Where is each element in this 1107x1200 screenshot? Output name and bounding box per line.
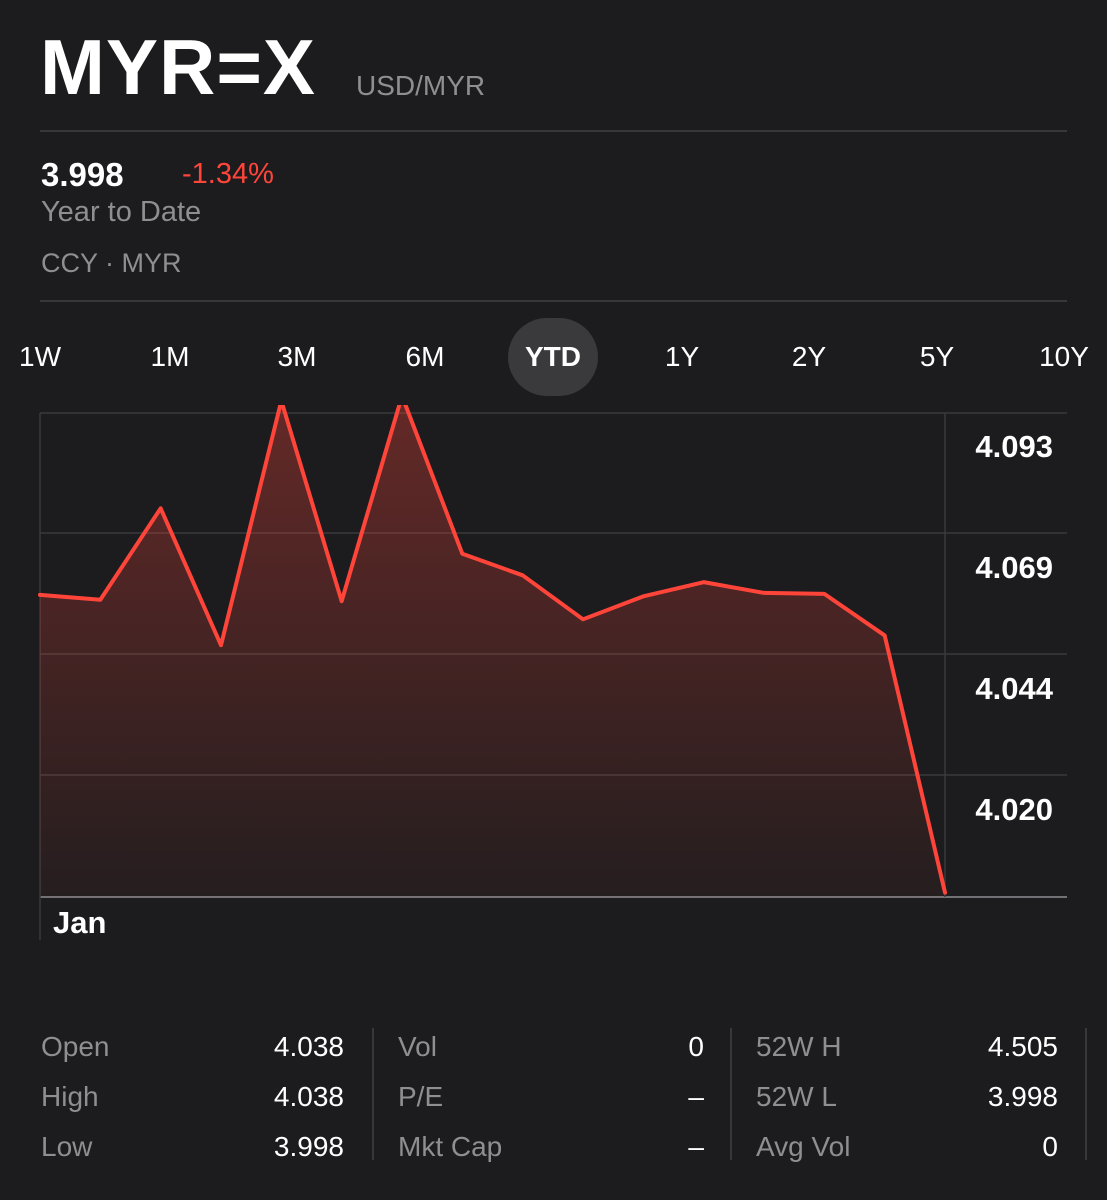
stat-value: 4.038 (273, 1081, 344, 1112)
stat-pe: P/E – (376, 1072, 716, 1122)
stat-vol: Vol 0 (376, 1022, 716, 1072)
y-tick-label: 4.093 (975, 429, 1053, 464)
tab-3m[interactable]: 3M (277, 341, 317, 372)
ticker-symbol: MYR=X (40, 23, 316, 111)
stat-low: Low 3.998 (0, 1122, 360, 1172)
tab-10y[interactable]: 10Y (1039, 341, 1089, 372)
price-chart[interactable]: 4.093 4.069 4.044 4.020 Jan (0, 405, 1107, 950)
tab-5y[interactable]: 5Y (919, 341, 955, 372)
stat-value: – (688, 1131, 704, 1162)
range-tabs: 1W 1M 3M 6M YTD 1Y 2Y 5Y 10Y (0, 318, 1107, 398)
stats-divider (1085, 1028, 1087, 1160)
tab-1y[interactable]: 1Y (664, 341, 700, 372)
currency-info: CCY · MYR (41, 248, 182, 278)
stat-label: Mkt Cap (398, 1131, 503, 1162)
y-tick-label: 4.069 (975, 550, 1053, 585)
stat-label: Open (41, 1031, 110, 1062)
stat-value: 4.505 (987, 1031, 1058, 1062)
price-area (40, 405, 945, 897)
stat-label: 52W L (756, 1081, 837, 1112)
stat-52w-low: 52W L 3.998 (734, 1072, 1070, 1122)
stat-label: Avg Vol (756, 1131, 851, 1162)
stat-value: 0 (688, 1031, 704, 1062)
current-price: 3.998 (41, 156, 124, 193)
x-tick-label: Jan (53, 905, 106, 940)
price-line (38, 405, 947, 895)
stat-label: 52W H (756, 1031, 842, 1062)
currency-pair: USD/MYR (356, 70, 486, 101)
tab-1m[interactable]: 1M (150, 341, 190, 372)
period-label: Year to Date (41, 196, 202, 228)
tab-ytd[interactable]: YTD (508, 318, 598, 396)
price-change: -1.34% (182, 158, 274, 190)
stats-divider (372, 1028, 374, 1160)
stat-label: Low (41, 1131, 93, 1162)
stat-value: – (688, 1081, 704, 1112)
stat-52w-high: 52W H 4.505 (734, 1022, 1070, 1072)
stat-value: 3.998 (273, 1131, 344, 1162)
stat-label: High (41, 1081, 99, 1112)
tab-2y[interactable]: 2Y (791, 341, 827, 372)
stat-value: 3.998 (987, 1081, 1058, 1112)
header-divider (40, 130, 1067, 132)
stat-avg-vol: Avg Vol 0 (734, 1122, 1070, 1172)
info-divider (40, 300, 1067, 302)
tab-6m[interactable]: 6M (405, 341, 445, 372)
stats-divider (730, 1028, 732, 1160)
stat-value: 0 (1042, 1131, 1058, 1162)
stat-open: Open 4.038 (0, 1022, 360, 1072)
tab-1w[interactable]: 1W (19, 341, 61, 372)
stat-label: P/E (398, 1081, 444, 1112)
stat-value: 4.038 (273, 1031, 344, 1062)
stat-label: Vol (398, 1031, 437, 1062)
stat-mkt-cap: Mkt Cap – (376, 1122, 716, 1172)
y-tick-label: 4.020 (975, 792, 1053, 827)
stat-high: High 4.038 (0, 1072, 360, 1122)
y-tick-label: 4.044 (975, 671, 1053, 706)
